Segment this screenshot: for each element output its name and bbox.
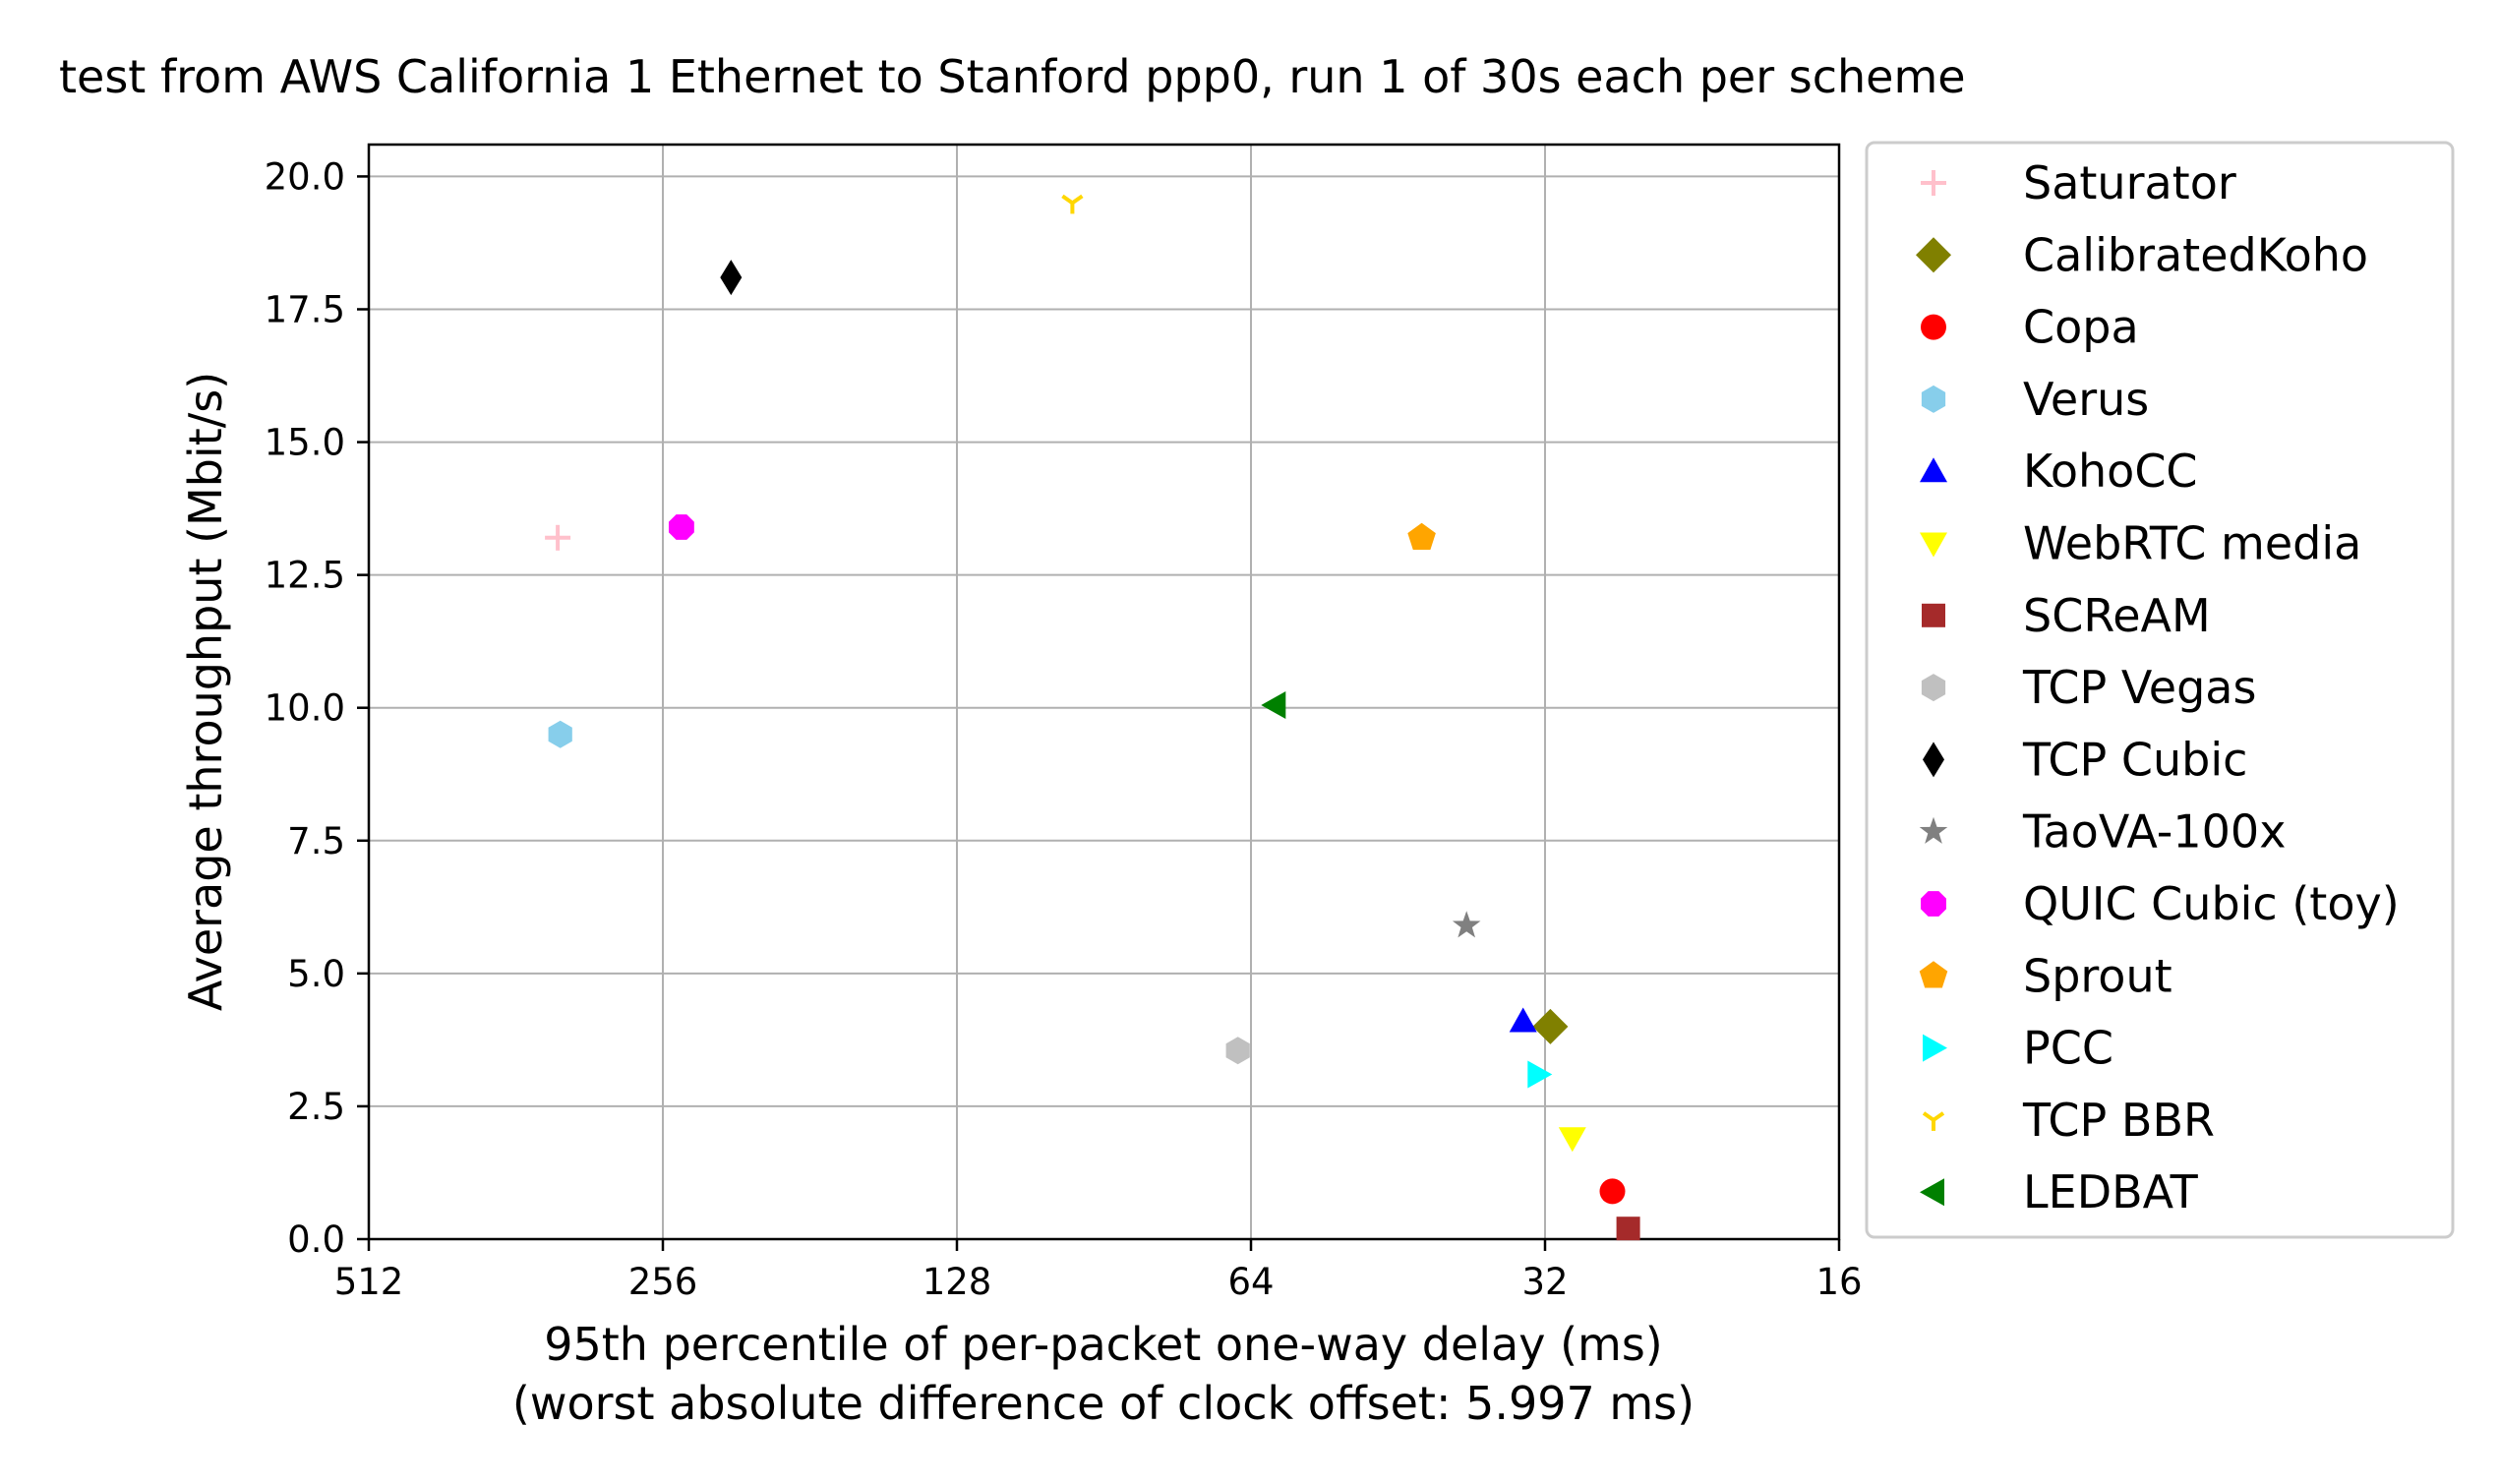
point-tcp-vegas <box>1225 1037 1250 1065</box>
legend-marker-taova-100x <box>1919 816 1948 844</box>
y-tick-label: 5.0 <box>287 953 345 995</box>
legend-label-kohocc: KohoCC <box>2023 445 2198 498</box>
y-tick-label: 12.5 <box>265 555 345 597</box>
chart-title: test from AWS California 1 Ethernet to S… <box>59 50 1966 103</box>
point-ledbat <box>1261 691 1286 719</box>
point-quic-cubic-toy <box>668 514 694 540</box>
x-tick-label: 32 <box>1521 1261 1568 1303</box>
legend-marker-tcp-cubic <box>1923 742 1944 778</box>
point-calibratedkoho <box>1532 1008 1569 1044</box>
data-points-layer <box>545 194 1640 1241</box>
legend-marker-ledbat <box>1920 1178 1944 1207</box>
point-tcp-bbr <box>1061 194 1084 214</box>
legend-marker-calibratedkoho <box>1916 237 1951 273</box>
legend-label-taova-100x: TaoVA-100x <box>2022 805 2286 859</box>
legend-marker-pcc <box>1923 1034 1947 1062</box>
y-tick-label: 2.5 <box>287 1086 345 1128</box>
point-webrtc-media <box>1558 1127 1586 1153</box>
x-tick-label: 128 <box>922 1261 992 1303</box>
y-tick-label: 7.5 <box>287 820 345 862</box>
legend-marker-webrtc-media <box>1920 532 1947 558</box>
x-tick-label: 256 <box>628 1261 698 1303</box>
point-scream <box>1616 1217 1640 1241</box>
point-pcc <box>1527 1060 1553 1089</box>
point-sprout <box>1407 522 1436 550</box>
legend-label-ledbat: LEDBAT <box>2023 1165 2199 1218</box>
legend-label-sprout: Sprout <box>2023 949 2172 1002</box>
point-taova-100x <box>1452 911 1481 938</box>
y-tick-label: 10.0 <box>265 687 345 730</box>
legend-marker-quic-cubic-toy <box>1921 891 1946 917</box>
legend-label-tcp-bbr: TCP BBR <box>2022 1094 2215 1147</box>
grid-layer <box>368 145 1840 1240</box>
x-axis-label: 95th percentile of per-packet one-way de… <box>544 1318 1663 1371</box>
point-kohocc <box>1509 1007 1537 1033</box>
plot-frame <box>367 143 1841 1241</box>
legend-marker-tcp-vegas <box>1921 674 1946 702</box>
legend-label-pcc: PCC <box>2023 1022 2113 1075</box>
legend-label-scream: SCReAM <box>2023 589 2211 642</box>
legend-label-verus: Verus <box>2023 373 2149 426</box>
legend-marker-scream <box>1922 603 1945 627</box>
x-tick-label: 16 <box>1815 1261 1862 1303</box>
legend: Saturator CalibratedKoho Copa Verus KohoCC We… <box>1865 141 2455 1239</box>
legend-label-calibratedkoho: CalibratedKoho <box>2023 228 2368 281</box>
legend-marker-verus <box>1921 385 1946 413</box>
legend-label-webrtc-media: WebRTC media <box>2023 517 2361 570</box>
legend-marker-sprout <box>1919 961 1948 988</box>
y-axis-label: Average throughput (Mbit/s) <box>179 372 232 1011</box>
legend-label-tcp-vegas: TCP Vegas <box>2022 661 2256 714</box>
y-tick-label: 15.0 <box>265 422 345 464</box>
point-saturator <box>545 524 571 551</box>
y-tick-label: 20.0 <box>265 155 345 198</box>
x-axis-subtitle: (worst absolute difference of clock offs… <box>512 1377 1695 1430</box>
legend-label-saturator: Saturator <box>2023 156 2236 209</box>
y-tick-label: 0.0 <box>287 1218 345 1261</box>
legend-frame <box>1865 141 2455 1239</box>
x-tick-label: 64 <box>1227 1261 1274 1303</box>
legend-label-quic-cubic-toy: QUIC Cubic (toy) <box>2023 877 2400 930</box>
legend-marker-kohocc <box>1920 457 1947 483</box>
point-copa <box>1599 1178 1626 1205</box>
legend-label-copa: Copa <box>2023 301 2139 354</box>
legend-marker-tcp-bbr <box>1922 1111 1945 1131</box>
x-tick-label: 512 <box>334 1261 404 1303</box>
legend-marker-saturator <box>1921 170 1946 196</box>
point-tcp-cubic <box>720 260 743 296</box>
legend-label-tcp-cubic: TCP Cubic <box>2022 733 2247 786</box>
point-verus <box>548 720 572 748</box>
tick-layer: 512 256 128 64 32 16 0.0 2.5 5.0 7.5 10.0 12.5 15.0 1… <box>265 155 1863 1303</box>
y-tick-label: 17.5 <box>265 288 345 330</box>
legend-marker-copa <box>1921 314 1946 340</box>
